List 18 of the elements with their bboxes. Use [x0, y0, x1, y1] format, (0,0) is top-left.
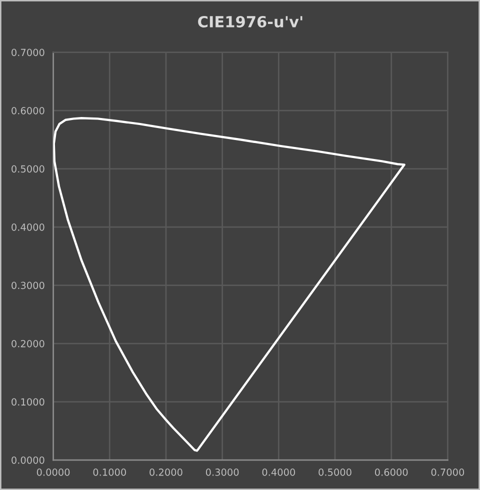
- y-tick-label: 0.2000: [12, 340, 44, 348]
- x-tick-label: 0.5000: [318, 468, 352, 476]
- x-tick-label: 0.4000: [262, 468, 296, 476]
- y-tick-label: 0.0000: [12, 456, 44, 464]
- y-tick-label: 0.4000: [12, 224, 44, 231]
- chart-title: CIE1976-u'v': [198, 16, 302, 28]
- y-tick-label: 0.1000: [12, 398, 44, 406]
- x-tick-label: 0.2000: [150, 468, 182, 476]
- x-tick-label: 0.7000: [431, 468, 464, 476]
- x-tick-label: 0.6000: [374, 468, 408, 476]
- x-tick-label: 0.3000: [206, 468, 239, 476]
- y-tick-label: 0.3000: [12, 282, 44, 290]
- y-tick-label: 0.7000: [12, 48, 44, 56]
- line-series: [53, 116, 406, 452]
- y-tick-label: 0.5000: [12, 165, 44, 173]
- x-tick-label: 0.0000: [36, 468, 70, 476]
- x-tick-label: 0.1000: [93, 468, 126, 476]
- y-tick-label: 0.6000: [12, 107, 44, 114]
